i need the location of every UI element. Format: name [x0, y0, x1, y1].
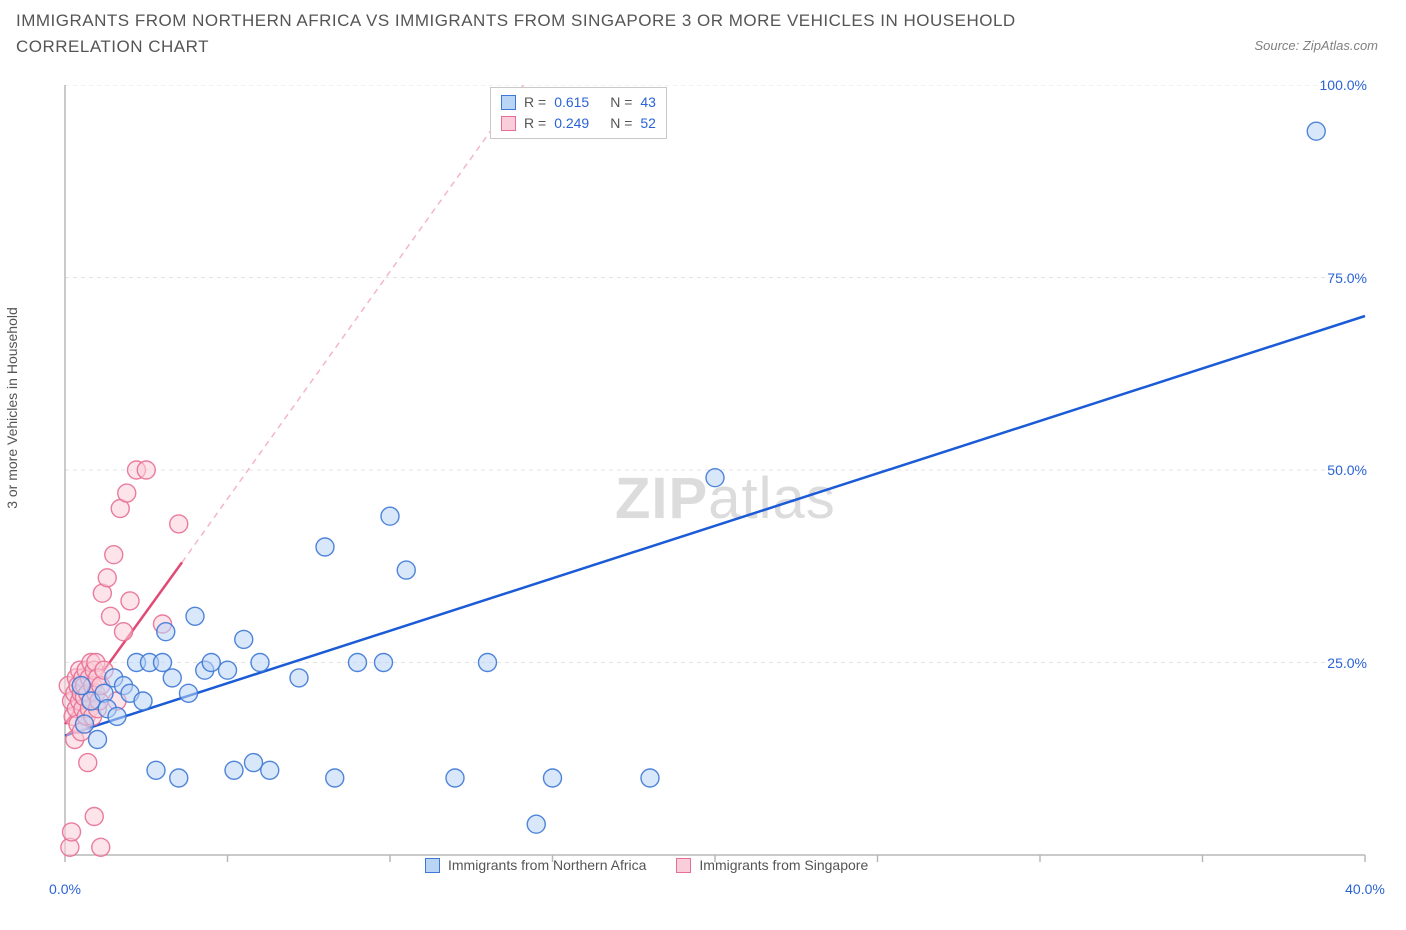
- legend-n-label: N =: [610, 92, 632, 113]
- legend-swatch: [501, 95, 516, 110]
- x-tick-label: 0.0%: [49, 881, 81, 897]
- y-tick-label: 100.0%: [1320, 77, 1367, 93]
- legend-series: Immigrants from Northern Africa Immigrant…: [425, 857, 868, 873]
- y-tick-label: 25.0%: [1327, 655, 1367, 671]
- legend-n-value: 43: [640, 92, 656, 113]
- legend-r-label: R =: [524, 92, 546, 113]
- legend-n-label: N =: [610, 113, 632, 134]
- legend-n-value: 52: [640, 113, 656, 134]
- source-attribution: Source: ZipAtlas.com: [1254, 38, 1378, 53]
- legend-r-value: 0.249: [554, 113, 602, 134]
- y-axis-label: 3 or more Vehicles in Household: [4, 307, 20, 509]
- x-tick-label: 40.0%: [1345, 881, 1385, 897]
- chart-title: IMMIGRANTS FROM NORTHERN AFRICA VS IMMIG…: [16, 8, 1116, 59]
- legend-series-item: Immigrants from Singapore: [676, 857, 868, 873]
- legend-correlation-row: R = 0.249 N = 52: [501, 113, 656, 134]
- legend-series-label: Immigrants from Singapore: [699, 857, 868, 873]
- legend-r-label: R =: [524, 113, 546, 134]
- legend-r-value: 0.615: [554, 92, 602, 113]
- chart-container: ZIPatlas R =0.615N =43R =0.249N =52 Immi…: [55, 85, 1375, 875]
- legend-swatch: [676, 858, 691, 873]
- y-tick-label: 50.0%: [1327, 462, 1367, 478]
- legend-correlation-row: R = 0.615 N = 43: [501, 92, 656, 113]
- legend-series-item: Immigrants from Northern Africa: [425, 857, 646, 873]
- legend-series-label: Immigrants from Northern Africa: [448, 857, 646, 873]
- scatter-plot: [55, 85, 1375, 875]
- legend-correlation: R = 0.615 N = 43 R = 0.249 N = 52: [490, 87, 667, 139]
- y-tick-label: 75.0%: [1327, 270, 1367, 286]
- legend-swatch: [501, 116, 516, 131]
- legend-swatch: [425, 858, 440, 873]
